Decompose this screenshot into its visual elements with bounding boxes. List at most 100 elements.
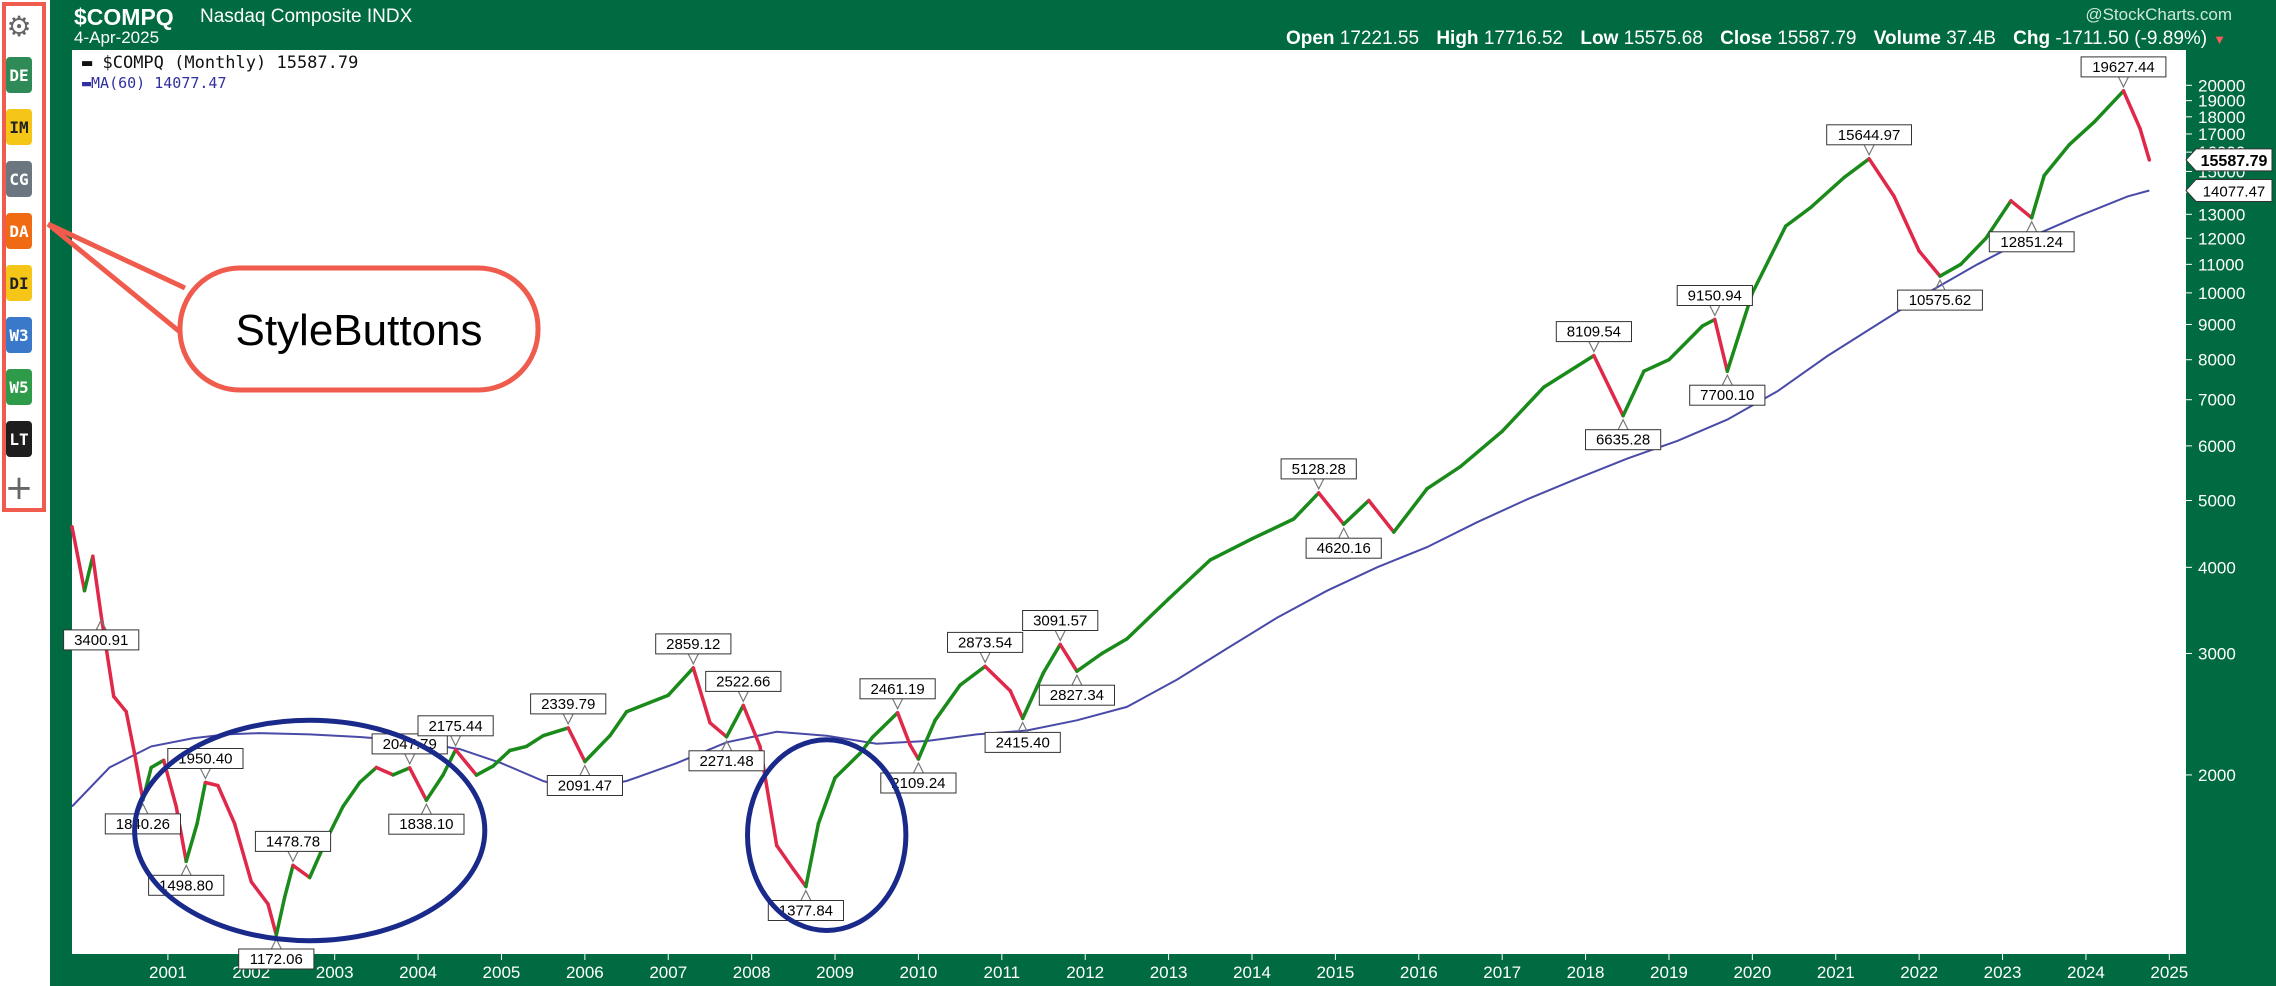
x-tick-label: 2008: [733, 963, 771, 982]
annotation-pointer: [979, 652, 991, 664]
style-button-di[interactable]: DI: [6, 265, 32, 301]
high-value: 17716.52: [1483, 28, 1564, 49]
open-value: 17221.55: [1339, 28, 1420, 49]
price-segment: [983, 664, 1012, 693]
x-tick-label: 2020: [1733, 963, 1771, 982]
annotation-label: 2873.54: [958, 634, 1012, 651]
price-segment: [724, 703, 746, 739]
price-segment: [1642, 357, 1671, 373]
x-tick-label: 2015: [1316, 963, 1354, 982]
price-segment: [99, 614, 116, 699]
annotation-box: [1897, 289, 1983, 311]
price-segment: [708, 721, 729, 739]
open-label: Open: [1285, 28, 1335, 49]
annotation-box: [1826, 124, 1912, 146]
price-segment: [541, 726, 570, 738]
annotation-pointer: [1934, 278, 1946, 291]
price-annotation: 3091.57: [1022, 610, 1099, 642]
price-segment: [1938, 262, 1963, 278]
price-segment: [1392, 486, 1429, 534]
y-tick-label: 5000: [2198, 491, 2236, 510]
style-button-label: DE: [9, 65, 29, 85]
y-tick-label: 4000: [2198, 558, 2236, 577]
annotation-pointer: [1071, 673, 1083, 686]
price-segment: [870, 711, 900, 739]
y-tick-label: 9000: [2198, 315, 2236, 334]
price-annotation: 15644.97: [1826, 124, 1912, 157]
callout-label: StyleButtons: [235, 306, 482, 355]
gear-icon[interactable]: ⚙: [6, 9, 32, 43]
price-segment: [266, 902, 279, 937]
price-annotation: 2091.47: [546, 764, 623, 796]
annotation-box: [1305, 537, 1382, 559]
style-button-w3[interactable]: W3: [6, 317, 32, 353]
price-segment: [1713, 317, 1730, 373]
annotation-label: 12851.24: [2000, 234, 2063, 251]
price-annotation: 2109.24: [880, 761, 957, 794]
price-segment: [184, 821, 199, 864]
style-button-label: CG: [9, 169, 29, 189]
price-annotations: 3400.91 1840.26 1498.80 1950.40 1172.06 1478.…: [63, 56, 2167, 970]
style-button-da[interactable]: DA: [6, 213, 32, 249]
price-series: [70, 89, 2152, 937]
price-annotation: 2271.48: [688, 739, 765, 772]
annotation-pointer: [1721, 373, 1733, 386]
price-segment: [82, 554, 95, 593]
annotation-pointer: [737, 691, 749, 703]
price-segment: [1341, 498, 1371, 526]
price-segment: [791, 867, 808, 889]
annotation-box: [859, 678, 936, 700]
style-button-im[interactable]: IM: [6, 109, 32, 145]
annotation-label: 1840.26: [116, 816, 170, 833]
price-segment: [1020, 670, 1046, 721]
last-price-text: 15587.79: [2201, 153, 2268, 170]
price-segment: [341, 780, 362, 809]
x-tick-label: 2025: [2150, 963, 2188, 982]
annotation-pointer: [1054, 630, 1066, 642]
x-tick-label: 2005: [483, 963, 521, 982]
annotation-label: 2339.79: [541, 696, 595, 713]
price-segment: [1250, 517, 1296, 541]
price-segment: [195, 780, 208, 826]
chart-date: 4-Apr-2025: [74, 28, 160, 47]
callout-bubble: [177, 265, 541, 393]
last-value-labels: 15587.79 14077.47: [2185, 148, 2273, 202]
annotation-pointer: [562, 713, 574, 726]
style-button-cg[interactable]: CG: [6, 161, 32, 197]
price-segment: [2042, 142, 2072, 178]
price-segment: [908, 743, 921, 761]
style-button-label: LT: [9, 429, 29, 449]
style-button-w5[interactable]: W5: [6, 369, 32, 405]
annotation-box: [417, 715, 494, 737]
annotation-label: 1950.40: [178, 751, 232, 768]
last-price-tag: [2185, 148, 2273, 172]
plot-area: [72, 50, 2186, 954]
ohlc-readout: Open 17221.55 High 17716.52 Low 15575.68…: [1274, 28, 2226, 50]
price-segment: [1316, 491, 1346, 526]
x-tick-label: 2014: [1233, 963, 1271, 982]
style-button-de[interactable]: DE: [6, 57, 32, 93]
annotation-box: [254, 830, 332, 852]
price-segment: [474, 764, 495, 777]
x-tick-label: 2024: [2067, 963, 2105, 982]
price-annotation: 3400.91: [63, 618, 140, 651]
annotation-box: [880, 772, 957, 794]
x-tick-label: 2016: [1400, 963, 1438, 982]
x-tick-label: 2023: [1984, 963, 2022, 982]
y-tick-label: 7000: [2198, 391, 2236, 410]
style-button-lt[interactable]: LT: [6, 421, 32, 457]
plus-icon[interactable]: +: [4, 468, 34, 508]
close-label: Close: [1720, 28, 1772, 49]
annotation-label: 15644.97: [1838, 127, 1901, 144]
annotation-pointer: [1709, 305, 1721, 317]
price-segment: [691, 666, 712, 725]
price-segment: [374, 765, 395, 777]
price-annotation: 2522.66: [705, 670, 782, 703]
price-segment: [1125, 597, 1171, 641]
price-segment: [453, 748, 479, 777]
chart-instrument-name: Nasdaq Composite INDX: [200, 6, 413, 27]
annotation-box: [1585, 429, 1662, 451]
price-segment: [1867, 157, 1896, 199]
annotation-box: [388, 813, 465, 835]
annotation-box: [530, 693, 607, 715]
